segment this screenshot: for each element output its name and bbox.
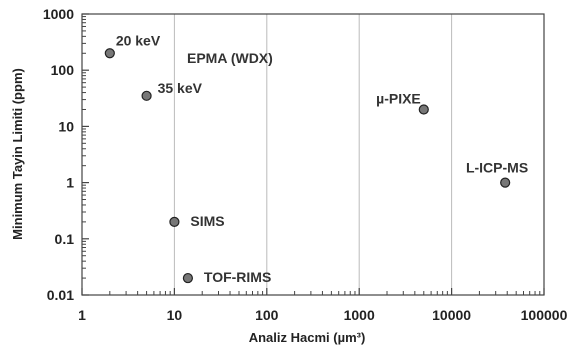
y-axis-title: Minimum Tayin Limiti (ppm): [10, 68, 25, 240]
y-tick-label: 1000: [43, 6, 74, 22]
data-point-label: TOF-RIMS: [204, 269, 271, 285]
x-tick-label: 100000: [521, 307, 568, 323]
y-tick-label: 100: [51, 62, 75, 78]
data-point: [500, 177, 511, 188]
data-point-label: 35 keV: [158, 80, 203, 96]
data-point: [141, 90, 152, 101]
data-point-label: SIMS: [190, 213, 224, 229]
data-point-label: L-ICP-MS: [466, 160, 528, 176]
grid-lines: [173, 14, 453, 295]
x-axis-title: Analiz Hacmi (µm³): [249, 330, 366, 345]
y-tick-labels: 1000 100 10 1 0.1 0.01: [43, 6, 74, 303]
data-point-label: µ-PIXE: [376, 90, 421, 106]
data-point: [418, 104, 429, 115]
data-point: [104, 48, 115, 59]
y-tick-label: 1: [66, 175, 74, 191]
annotations: EPMA (WDX): [187, 50, 273, 66]
x-tick-label: 10: [167, 307, 183, 323]
data-point: [169, 216, 180, 227]
x-tick-labels: 1 10 100 1000 10000 100000: [78, 307, 567, 323]
annotation-label: EPMA (WDX): [187, 50, 273, 66]
y-tick-label: 0.01: [47, 287, 74, 303]
axis-ticks: [81, 13, 545, 296]
x-tick-label: 1: [78, 307, 86, 323]
data-point-label: 20 keV: [116, 32, 161, 48]
y-tick-label: 10: [58, 118, 74, 134]
x-tick-label: 10000: [432, 307, 471, 323]
x-tick-label: 100: [255, 307, 279, 323]
y-tick-label: 0.1: [55, 231, 75, 247]
plot-frame: [81, 13, 545, 296]
data-point: [182, 272, 194, 284]
data-points: 20 keV 35 keV µ-PIXE L-ICP-MS SIMS TOF-RIMS: [104, 32, 528, 285]
x-tick-label: 1000: [344, 307, 375, 323]
